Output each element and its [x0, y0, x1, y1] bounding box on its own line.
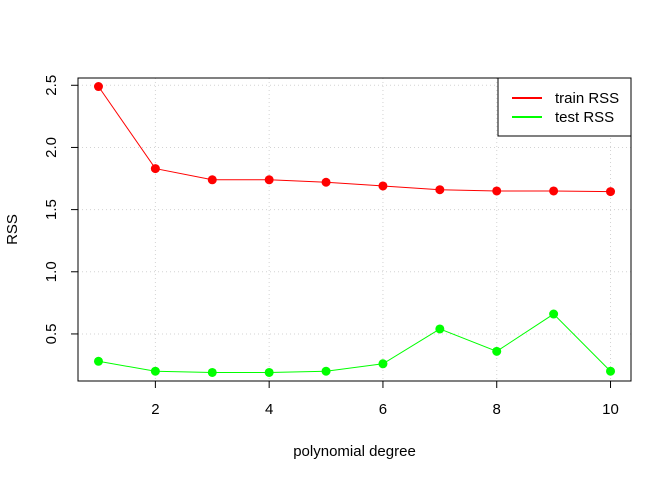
train-rss-point — [93, 82, 103, 92]
y-tick-label: 1.5 — [43, 199, 60, 220]
x-tick-label: 2 — [151, 401, 159, 418]
legend-label-train-rss: train RSS — [555, 90, 619, 107]
train-rss-point — [207, 175, 217, 185]
grid — [78, 78, 631, 381]
test-rss-point — [492, 346, 502, 356]
x-tick-label: 6 — [379, 401, 387, 418]
legend: train RSS test RSS — [497, 77, 632, 137]
test-rss-point — [93, 356, 103, 366]
test-rss-point — [321, 366, 331, 376]
train-rss-point — [150, 164, 160, 174]
train-rss-point — [606, 187, 616, 197]
x-axis-label: polynomial degree — [293, 443, 416, 460]
plot-frame — [77, 77, 632, 382]
train-rss-point — [492, 186, 502, 196]
train-rss-point — [549, 186, 559, 196]
test-rss-point — [150, 366, 160, 376]
train-rss-point — [264, 175, 274, 185]
test-rss-line — [98, 313, 611, 373]
x-tick-label: 10 — [602, 401, 619, 418]
train-rss-point — [378, 181, 388, 191]
x-axis: 2 4 6 8 10 — [151, 381, 619, 418]
test-rss-point — [207, 367, 217, 377]
train-rss-point — [321, 177, 331, 187]
legend-box — [497, 77, 632, 137]
test-rss-point — [378, 359, 388, 369]
y-axis: 0.5 1.0 1.5 2.0 2.5 — [43, 75, 78, 345]
y-tick-label: 1.0 — [43, 261, 60, 282]
x-tick-label: 8 — [493, 401, 501, 418]
legend-label-test-rss: test RSS — [555, 109, 614, 126]
test-rss-point — [606, 366, 616, 376]
train-rss-point — [435, 185, 445, 195]
test-rss-point — [435, 324, 445, 334]
x-tick-label: 4 — [265, 401, 273, 418]
y-tick-label: 2.0 — [43, 137, 60, 158]
test-rss-point — [264, 367, 274, 377]
y-tick-label: 2.5 — [43, 75, 60, 96]
test-rss-point — [549, 309, 559, 319]
y-axis-label: RSS — [4, 214, 21, 245]
series-group — [93, 82, 616, 377]
train-rss-line — [98, 86, 611, 193]
y-tick-label: 0.5 — [43, 324, 60, 345]
